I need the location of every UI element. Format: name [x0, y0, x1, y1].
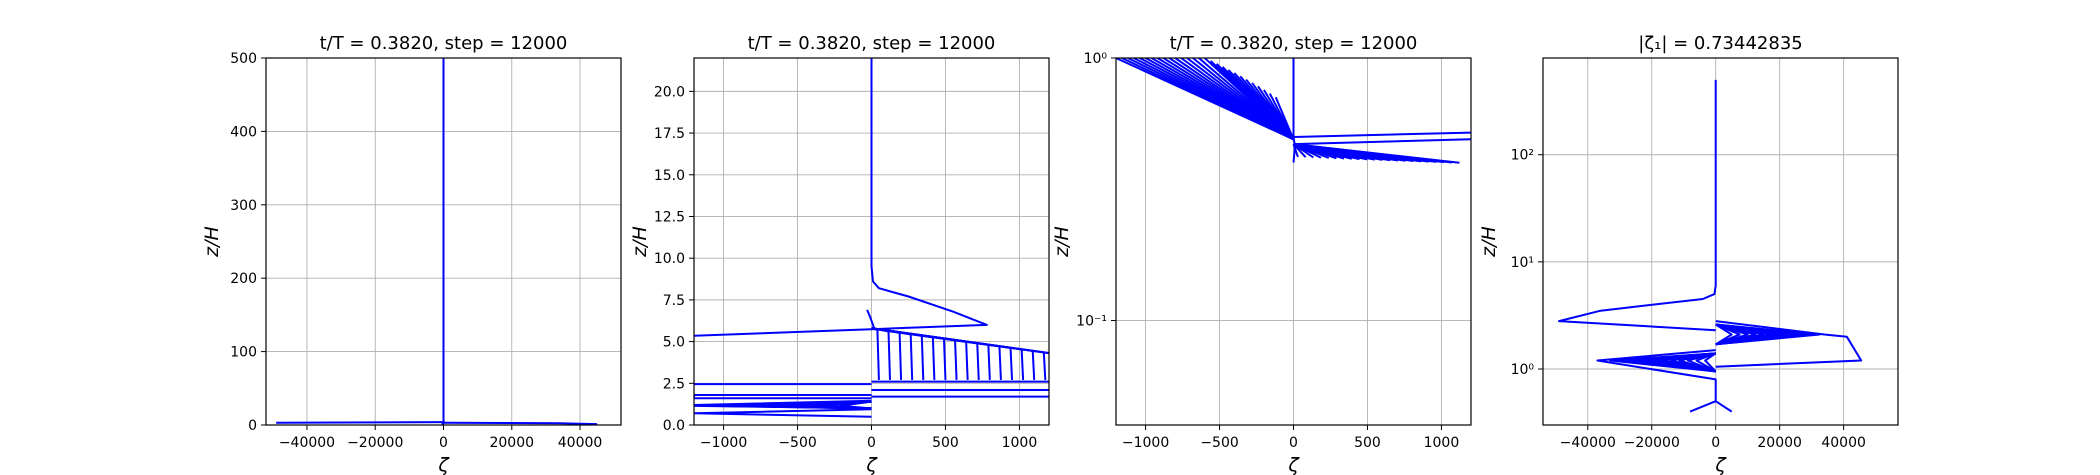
fan-line: [871, 327, 880, 380]
chart-title: t/T = 0.3820, step = 12000: [748, 33, 996, 54]
series-group: [694, 58, 1049, 418]
y-tick-label: 400: [230, 124, 257, 140]
series-line-right-loop: [1715, 320, 1863, 368]
series-line-left-band: [694, 394, 872, 400]
x-tick-label: −40000: [1560, 435, 1616, 451]
series-line-trunk: [1292, 58, 1296, 163]
x-axis-label: ζ: [1714, 454, 1727, 475]
fan-line: [871, 327, 891, 380]
series-line-left-loop: [1596, 349, 1717, 413]
series-line-trunk: [1558, 79, 1717, 332]
series-group: [1116, 58, 1471, 164]
y-tick-label: 10¹: [1511, 255, 1534, 271]
fan-line: [1715, 323, 1821, 346]
panel-3: −1000 −500 0 500 1000 10⁻¹ 10⁰ t/T = 0.3820, st…: [1051, 33, 1472, 475]
y-tick-label: 7.5: [663, 293, 685, 309]
y-tick-label: 10⁰: [1084, 51, 1108, 67]
fan-line: [1695, 352, 1717, 373]
series-line-tail: [1715, 400, 1733, 413]
x-tick-label: 1000: [1002, 435, 1038, 451]
y-tick-label: 0: [248, 418, 257, 434]
fan-line: [1686, 352, 1717, 373]
fan-line: [871, 327, 1049, 355]
fan-line: [871, 327, 1014, 381]
x-tick-label: −20000: [347, 435, 403, 451]
x-tick-label: 500: [932, 435, 959, 451]
panel-2: −1000 −500 0 500 1000 0.0 2.5 5.0 7.5 10.0 12.5 15.…: [629, 33, 1050, 475]
fan-line: [1274, 96, 1295, 140]
panel-4: −40000 −20000 0 20000 40000 10⁰ 10¹ 10² |ζ₁| = 0…: [1478, 33, 1899, 475]
y-tick-label: 2.5: [663, 376, 685, 392]
series-line-flat-left: [276, 421, 444, 424]
series-line-left-wedge-2: [694, 408, 872, 418]
y-tick-label: 20.0: [654, 84, 685, 100]
x-tick-label: 40000: [1821, 435, 1866, 451]
x-tick-label: 0: [439, 435, 448, 451]
chart-title: |ζ₁| = 0.73442835: [1638, 33, 1802, 54]
y-axis-label: z/H: [629, 226, 651, 258]
plot-frame: [1542, 57, 1899, 426]
x-tick-label: 0: [1289, 435, 1298, 451]
y-tick-label: 5.0: [663, 335, 685, 351]
series-group: [276, 58, 598, 425]
series-line-right-top: [1293, 131, 1471, 138]
x-tick-label: −500: [1200, 435, 1238, 451]
x-tick-label: 0: [1711, 435, 1720, 451]
x-tick-label: 40000: [558, 435, 603, 451]
y-tick-label: 15.0: [654, 168, 685, 184]
fan-line: [1293, 143, 1460, 164]
y-axis-label: z/H: [1051, 226, 1073, 258]
x-tick-label: −500: [778, 435, 816, 451]
x-tick-label: −1000: [1122, 435, 1169, 451]
y-tick-label: 10²: [1511, 148, 1534, 164]
panel-1: −40000 −20000 0 20000 40000 0 100 200 300 400 500 t…: [201, 33, 622, 475]
y-tick-label: 200: [230, 271, 257, 287]
y-axis-label: z/H: [1478, 226, 1500, 258]
y-tick-label: 100: [230, 345, 257, 361]
fan-line: [839, 400, 872, 410]
y-tick-label: 300: [230, 198, 257, 214]
y-tick-label: 0.0: [663, 418, 685, 434]
series-line-right-bottom: [1293, 138, 1471, 146]
y-tick-label: 10.0: [654, 251, 685, 267]
x-tick-label: 20000: [1757, 435, 1802, 451]
x-tick-label: −40000: [279, 435, 335, 451]
fan-line: [1715, 323, 1733, 346]
series-line-flat-right: [443, 421, 598, 425]
fan-line: [871, 327, 903, 380]
series-line-trunk: [866, 58, 988, 331]
series-line-left-spike: [694, 328, 875, 337]
chart-title: t/T = 0.3820, step = 12000: [1170, 33, 1418, 54]
x-tick-label: 1000: [1424, 435, 1460, 451]
y-tick-label: 17.5: [654, 126, 685, 142]
y-axis-label: z/H: [201, 226, 223, 258]
chart-title: t/T = 0.3820, step = 12000: [320, 33, 568, 54]
y-tick-label: 500: [230, 51, 257, 67]
y-tick-label: 10⁰: [1511, 362, 1535, 378]
y-tick-label: 12.5: [654, 209, 685, 225]
x-tick-label: −20000: [1624, 435, 1680, 451]
x-axis-label: ζ: [1287, 454, 1300, 475]
series-group: [1558, 79, 1863, 413]
series-line-trunk: [441, 58, 446, 425]
x-tick-label: −1000: [700, 435, 747, 451]
x-axis-label: ζ: [437, 454, 450, 475]
fan-line: [871, 327, 1036, 381]
fan-line: [1704, 352, 1717, 373]
x-tick-label: 500: [1354, 435, 1381, 451]
y-tick-label: 10⁻¹: [1076, 314, 1107, 330]
x-tick-label: 20000: [489, 435, 534, 451]
x-axis-label: ζ: [865, 454, 878, 475]
fan-line: [871, 327, 1002, 381]
x-tick-label: 0: [867, 435, 876, 451]
